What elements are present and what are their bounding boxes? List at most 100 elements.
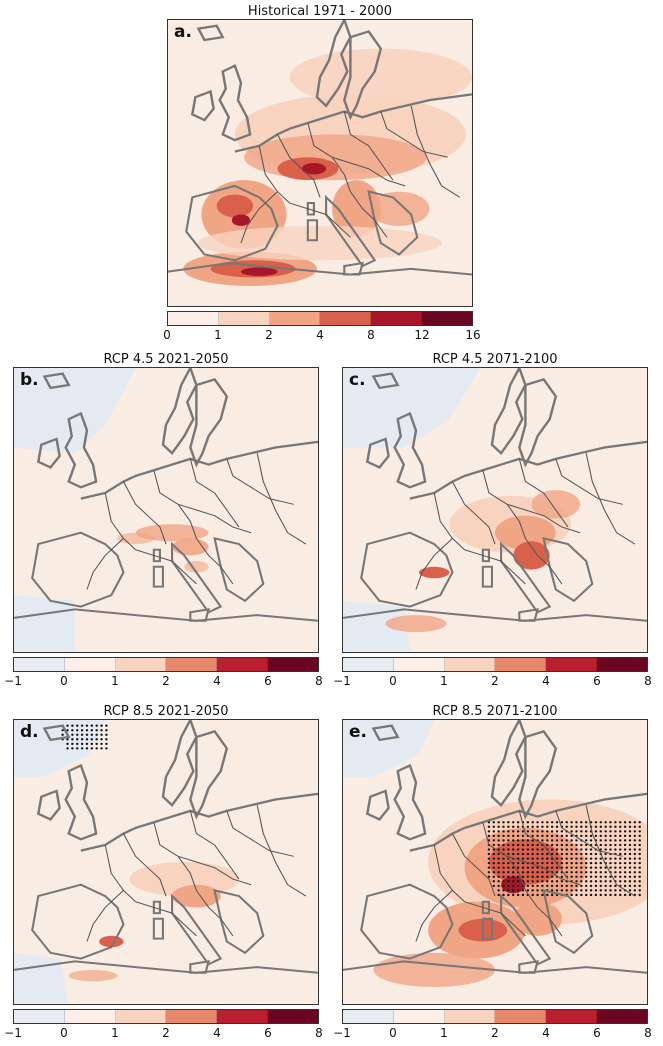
colorbar-b-tick-label: 8	[315, 674, 323, 688]
colorbar-d-segment	[268, 1010, 318, 1023]
colorbar-b-tick-label: 6	[264, 674, 272, 688]
panel-e-title: RCP 8.5 2071-2100	[432, 704, 558, 719]
colorbar-a-segment	[422, 312, 472, 325]
colorbar-a-tick-label: 8	[367, 328, 375, 342]
colorbar-e-segment	[495, 1010, 547, 1023]
intensity-area	[419, 566, 450, 579]
intensity-area	[495, 515, 556, 550]
colorbar-a-segment	[371, 312, 423, 325]
colorbar-a-segment	[218, 312, 270, 325]
map-panel-b: b.	[13, 367, 319, 653]
colorbar-d-segment	[64, 1010, 116, 1023]
colorbar-e-tick-label: 2	[491, 1026, 499, 1040]
panel-d-title: RCP 8.5 2021-2050	[103, 704, 229, 719]
map-d-graphic	[14, 720, 318, 1004]
colorbar-c-segment	[597, 658, 647, 671]
colorbar-e-tick-label: −1	[333, 1026, 351, 1040]
colorbar-d-segment	[166, 1010, 218, 1023]
intensity-area	[172, 884, 221, 908]
intensity-area	[513, 901, 562, 936]
colorbar-c-tick-label: 0	[389, 674, 397, 688]
colorbar-e-segment	[393, 1010, 445, 1023]
colorbar-c-tick-label: 6	[593, 674, 601, 688]
map-panel-c: c.	[342, 367, 648, 653]
colorbar-c-segment	[393, 658, 445, 671]
intensity-area	[135, 524, 209, 542]
colorbar-a-segment	[320, 312, 372, 325]
colorbar-d-tick-label: 4	[213, 1026, 221, 1040]
colorbar-e-segment	[444, 1010, 496, 1023]
colorbar-d-tick-label: 1	[111, 1026, 119, 1040]
colorbar-d-segment	[14, 1010, 65, 1023]
colorbar-e-segment	[546, 1010, 598, 1023]
panel-d-letter: d.	[20, 722, 39, 742]
colorbar-a-tick-label: 16	[465, 328, 481, 342]
colorbar-e-tick-label: 4	[542, 1026, 550, 1040]
colorbar-a-tick-label: 1	[214, 328, 222, 342]
colorbar-a	[167, 311, 473, 326]
colorbar-c-segment	[495, 658, 547, 671]
colorbar-b	[13, 657, 319, 672]
colorbar-d-tick-label: 0	[60, 1026, 68, 1040]
colorbar-b-tick-label: 1	[111, 674, 119, 688]
map-panel-e: e.	[342, 719, 648, 1005]
colorbar-c	[342, 657, 648, 672]
intensity-area	[373, 952, 495, 987]
colorbar-d-tick-label: 6	[264, 1026, 272, 1040]
intensity-area	[385, 615, 447, 633]
panel-a-letter: a.	[174, 22, 192, 42]
panel-b-title: RCP 4.5 2021-2050	[103, 352, 229, 367]
colorbar-e	[342, 1009, 648, 1024]
intensity-area	[99, 935, 124, 948]
colorbar-a-tick-label: 0	[163, 328, 171, 342]
intensity-area	[198, 225, 442, 261]
map-panel-a: a.	[167, 19, 473, 307]
colorbar-e-segment	[343, 1010, 394, 1023]
colorbar-b-tick-label: −1	[4, 674, 22, 688]
colorbar-d-tick-label: 2	[162, 1026, 170, 1040]
intensity-area	[216, 194, 254, 218]
colorbar-d	[13, 1009, 319, 1024]
intensity-area	[231, 214, 251, 226]
colorbar-a-tick-label: 4	[316, 328, 324, 342]
map-c-graphic	[343, 368, 647, 652]
panel-c-letter: c.	[349, 370, 366, 390]
colorbar-b-tick-label: 4	[213, 674, 221, 688]
colorbar-e-tick-label: 8	[644, 1026, 652, 1040]
intensity-area	[301, 163, 327, 175]
colorbar-e-tick-label: 1	[440, 1026, 448, 1040]
panel-a-title: Historical 1971 - 2000	[247, 4, 393, 19]
colorbar-d-tick-label: 8	[315, 1026, 323, 1040]
map-b-graphic	[14, 368, 318, 652]
intensity-area	[513, 541, 550, 570]
intensity-area	[240, 267, 278, 276]
intensity-area	[68, 969, 118, 982]
colorbar-b-tick-label: 0	[60, 674, 68, 688]
colorbar-b-segment	[64, 658, 116, 671]
intensity-area	[531, 490, 581, 519]
colorbar-c-tick-label: 8	[644, 674, 652, 688]
colorbar-e-segment	[597, 1010, 647, 1023]
colorbar-b-segment	[217, 658, 269, 671]
colorbar-b-segment	[14, 658, 65, 671]
colorbar-b-segment	[166, 658, 218, 671]
colorbar-a-tick-label: 12	[414, 328, 430, 342]
intensity-area	[368, 191, 430, 226]
colorbar-c-segment	[444, 658, 496, 671]
colorbar-d-segment	[217, 1010, 269, 1023]
map-a-graphic	[168, 20, 472, 306]
colorbar-b-segment	[268, 658, 318, 671]
colorbar-d-segment	[115, 1010, 167, 1023]
panel-b-letter: b.	[20, 370, 39, 390]
colorbar-c-tick-label: 4	[542, 674, 550, 688]
panel-e-letter: e.	[349, 722, 367, 742]
colorbar-c-tick-label: 1	[440, 674, 448, 688]
intensity-area	[501, 876, 526, 894]
colorbar-a-segment	[168, 312, 219, 325]
colorbar-c-tick-label: 2	[491, 674, 499, 688]
colorbar-e-tick-label: 6	[593, 1026, 601, 1040]
colorbar-d-tick-label: −1	[4, 1026, 22, 1040]
map-panel-d: d.	[13, 719, 319, 1005]
colorbar-c-tick-label: −1	[333, 674, 351, 688]
colorbar-c-segment	[546, 658, 598, 671]
